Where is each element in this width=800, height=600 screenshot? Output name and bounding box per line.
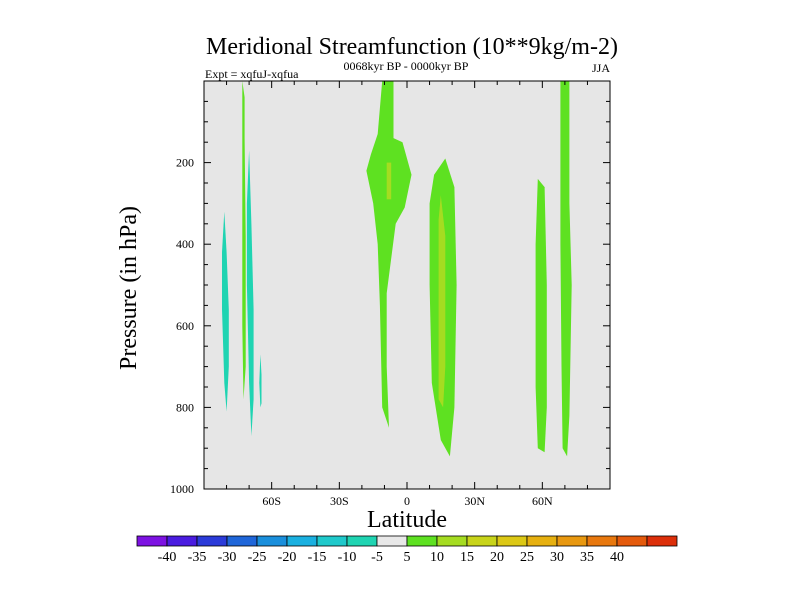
colorbar-swatch <box>196 535 228 547</box>
colorbar-label: -25 <box>248 550 267 565</box>
colorbar-swatch <box>406 535 438 547</box>
colorbar-label: 15 <box>460 550 474 565</box>
colorbar-label: 30 <box>550 550 564 565</box>
y-tick-label: 200 <box>176 156 194 170</box>
season-label: JJA <box>592 61 610 75</box>
colorbar-label: 20 <box>490 550 504 565</box>
colorbar-swatch <box>646 535 678 547</box>
colorbar-label: 25 <box>520 550 534 565</box>
y-tick-label: 800 <box>176 400 194 414</box>
region-15n-yellow <box>438 195 446 408</box>
experiment-label: Expt = xqfuJ-xqfua <box>205 67 299 81</box>
colorbar-swatch <box>166 535 198 547</box>
colorbar-label: -15 <box>308 550 327 565</box>
colorbar-swatch <box>226 535 258 547</box>
colorbar-label: 40 <box>610 550 624 565</box>
region-70n <box>560 81 572 457</box>
x-tick-label: 30N <box>464 494 485 508</box>
colorbar-label: -10 <box>338 550 357 565</box>
region-eq-green <box>366 81 412 428</box>
colorbar-label: -35 <box>188 550 207 565</box>
period-label: 0068kyr BP - 0000kyr BP <box>344 59 469 73</box>
x-tick-label: 30S <box>330 494 349 508</box>
colorbar-swatch <box>346 535 378 547</box>
plot-area <box>204 81 610 489</box>
colorbar-swatch <box>526 535 558 547</box>
region-south-neg-3 <box>259 354 262 408</box>
colorbar-swatch <box>316 535 348 547</box>
region-south-neg-1 <box>222 211 229 412</box>
colorbar-swatch <box>436 535 468 547</box>
colorbar-swatch <box>556 535 588 547</box>
y-tick-label: 1000 <box>170 482 194 496</box>
region-60n <box>535 178 547 453</box>
colorbar-swatch <box>286 535 318 547</box>
colorbar-label: 5 <box>404 550 411 565</box>
region-south-neg-2 <box>246 150 254 436</box>
colorbar-label: -20 <box>278 550 297 565</box>
colorbar-label: 35 <box>580 550 594 565</box>
colorbar-label: -5 <box>371 550 383 565</box>
x-axis-title: Latitude <box>367 507 447 533</box>
colorbar-swatch <box>466 535 498 547</box>
y-axis-title: Pressure (in hPa) <box>116 206 142 370</box>
colorbar-swatch <box>136 535 168 547</box>
colorbar-swatch <box>586 535 618 547</box>
colorbar-swatch <box>496 535 528 547</box>
colorbar-label: -40 <box>158 550 177 565</box>
colorbar-label: 10 <box>430 550 444 565</box>
colorbar-label: -30 <box>218 550 237 565</box>
y-tick-label: 600 <box>176 319 194 333</box>
region-eq-yellow <box>386 162 392 200</box>
x-tick-label: 0 <box>404 494 410 508</box>
x-tick-label: 60S <box>262 494 281 508</box>
colorbar-swatch <box>376 535 408 547</box>
colorbar-swatch <box>616 535 648 547</box>
colorbar-swatch <box>256 535 288 547</box>
y-tick-label: 400 <box>176 237 194 251</box>
chart-title: Meridional Streamfunction (10**9kg/m-2) <box>206 34 618 60</box>
x-tick-label: 60N <box>532 494 553 508</box>
region-south-pos <box>242 81 246 400</box>
